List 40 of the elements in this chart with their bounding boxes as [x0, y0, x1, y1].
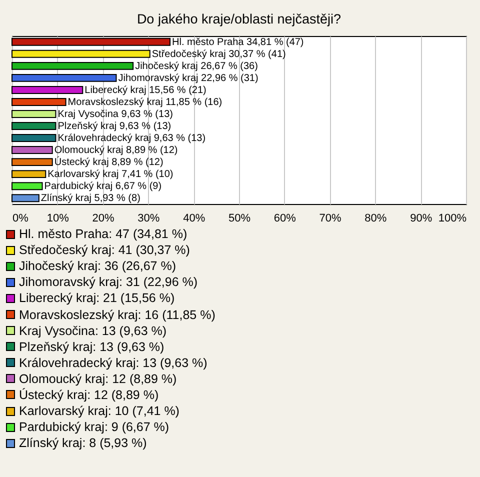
x-tick-label: 0%	[12, 212, 29, 224]
text: Plzeňský kraj: 13 (9,63 %)	[19, 340, 164, 354]
text: Jihočeský kraj: 36 (26,67 %)	[19, 259, 176, 274]
data-label: Jihomoravský kraj 22,96 % (31)	[118, 72, 258, 84]
x-tick-label: 40%	[183, 212, 206, 224]
text: Pardubický kraj: 9 (6,67 %)	[19, 420, 170, 434]
data-label: Jihočeský kraj 26,67 % (36)	[135, 60, 258, 72]
x-tick-label: 80%	[364, 212, 387, 224]
text: Liberecký kraj: 21 (15,56 %)	[19, 291, 175, 306]
text: Jihomoravský kraj: 31 (22,96 %)	[19, 275, 198, 290]
data-label: Hl. město Praha 34,81 % (47)	[172, 36, 304, 48]
data-label: Pardubický kraj 6,67 % (9)	[44, 181, 162, 192]
text: Olomoucký kraj: 12 (8,89 %)	[19, 372, 177, 386]
x-tick-label: 100%	[438, 212, 467, 224]
data-label: Moravskoslezský kraj 11,85 % (16)	[68, 96, 222, 108]
text: Středočeský kraj: 41 (30,37 %)	[19, 243, 190, 258]
data-label: Liberecký kraj 15,56 % (21)	[84, 84, 206, 96]
data-label: Olomoucký kraj 8,89 % (12)	[54, 145, 178, 156]
data-label: Středočeský kraj 30,37 % (41)	[152, 48, 286, 60]
text: Moravskoslezský kraj: 16 (11,85 %)	[19, 308, 216, 322]
chart-title: Do jakého kraje/oblasti nejčastěji?	[136, 12, 342, 26]
data-label: Plzeňský kraj 9,63 % (13)	[58, 121, 172, 132]
text: Královehradecký kraj: 13 (9,63 %)	[19, 356, 208, 370]
x-tick-label: 90%	[410, 212, 432, 224]
data-label: Kraj Vysočina 9,63 % (13)	[58, 108, 173, 120]
x-tick-label: 30%	[138, 212, 160, 224]
x-tick-label: 50%	[228, 212, 251, 224]
x-tick-label: 20%	[92, 212, 115, 224]
data-label: Zlínský kraj 5,93 % (8)	[40, 193, 140, 204]
text: Hl. město Praha: 47 (34,81 %)	[19, 227, 188, 242]
x-tick-label: 70%	[319, 212, 342, 224]
x-tick-label: 60%	[274, 212, 296, 224]
text: Karlovarský kraj: 10 (7,41 %)	[19, 404, 180, 418]
x-tick-label: 10%	[46, 212, 70, 224]
text: Ústecký kraj: 12 (8,89 %)	[19, 388, 159, 402]
data-label: Ústecký kraj 8,89 % (12)	[54, 156, 164, 168]
text: Kraj Vysočina: 13 (9,63 %)	[19, 324, 167, 338]
text: Zlínský kraj: 8 (5,93 %)	[19, 436, 147, 450]
data-label: Královehradecký kraj 9,63 % (13)	[58, 133, 206, 144]
data-label: Karlovarský kraj 7,41 % (10)	[48, 169, 174, 180]
